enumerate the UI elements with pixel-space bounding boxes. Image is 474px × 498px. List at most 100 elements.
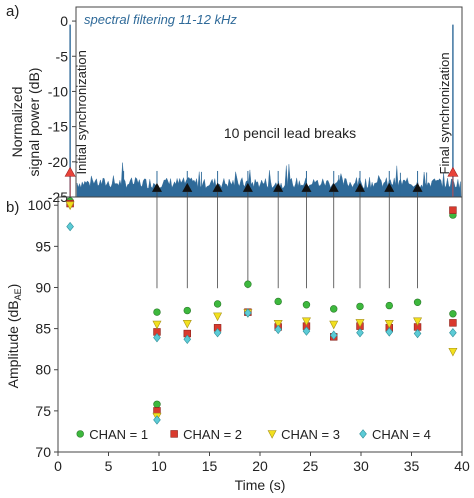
data-point [274, 297, 282, 306]
panel-b-x-tick-label: 40 [454, 458, 470, 474]
data-point [355, 319, 365, 328]
data-point [356, 302, 364, 311]
data-point [66, 221, 74, 232]
panel-a-ylabel: Normalized signal power (dB) [9, 68, 42, 177]
data-point [244, 280, 252, 288]
break-marker [212, 182, 223, 192]
panel-b-y-tick-label: 100 [28, 197, 52, 213]
spectral-filtering-annotation: spectral filtering 11-12 kHz [84, 12, 237, 27]
data-point [356, 328, 364, 338]
panel-a-frame [75, 6, 463, 198]
legend-label: CHAN = 1 [89, 427, 148, 442]
panel-b-x-tick-label: 25 [303, 458, 319, 474]
legend: CHAN = 1 CHAN = 2 CHAN = 3 CHAN = 4 [76, 427, 431, 442]
data-point [183, 334, 192, 344]
panel-b-x-tick-label: 15 [202, 458, 218, 474]
data-point [329, 330, 338, 340]
data-point [384, 319, 394, 329]
data-point [213, 300, 222, 308]
legend-marker [267, 430, 277, 439]
panel-b-ylabel: Amplitude (dBAE) [5, 284, 23, 389]
data-point [153, 332, 161, 343]
legend-marker [359, 429, 367, 439]
data-point [413, 328, 422, 339]
spectrum-area [69, 24, 462, 198]
sync-events: Initial synchronization Final synchroniza… [64, 50, 459, 177]
data-point [182, 319, 192, 329]
panel-b-ylabel-sub: AE [13, 288, 23, 300]
panel-a-y-tick-label: -10 [48, 83, 68, 99]
data-point [413, 317, 423, 327]
sync-label: Initial synchronization [74, 50, 89, 174]
data-point [152, 320, 162, 330]
panel-b-y-tick-label: 95 [35, 238, 51, 254]
panel-a-y-tick-label: -15 [48, 119, 68, 135]
data-point [301, 317, 311, 327]
break-markers [151, 182, 423, 192]
panel-b-xlabel: Time (s) [235, 477, 286, 493]
data-point [385, 301, 393, 310]
data-point [413, 298, 422, 306]
break-marker [354, 182, 365, 192]
panel-a-label: a) [6, 3, 19, 20]
panel-b-x-tick-label: 10 [151, 458, 167, 474]
panel-b-y-tick-label: 90 [35, 279, 51, 295]
sync-marker [447, 166, 459, 177]
panel-a-y-tick-label: -20 [48, 154, 68, 170]
panel-b-x-tick-label: 20 [252, 458, 268, 474]
break-marker [242, 182, 253, 192]
panel-a: a) Normalized signal power (dB) -25-20-1… [6, 3, 463, 205]
data-point [153, 308, 161, 316]
legend-marker [76, 430, 84, 438]
data-point [274, 324, 282, 335]
break-marker [182, 182, 193, 192]
break-connector-lines [69, 177, 454, 289]
panel-b-ylabel-main: Amplitude (dB [5, 300, 21, 388]
data-point [449, 319, 457, 327]
legend-label: CHAN = 3 [281, 427, 340, 442]
data-point [65, 201, 75, 211]
legend-marker [170, 430, 178, 438]
panel-b: b) Amplitude (dBAE) 70 75 80 85 90 95 100 0 5 10 1… [5, 196, 470, 493]
panel-a-y-tick-label: 0 [60, 13, 68, 29]
panel-b-x-tick-label: 30 [353, 458, 369, 474]
data-point [329, 320, 339, 330]
break-marker [151, 182, 162, 192]
panel-b-ylabel-close: ) [5, 284, 21, 289]
legend-label: CHAN = 2 [183, 427, 242, 442]
break-marker [273, 182, 284, 192]
break-marker [384, 182, 395, 192]
sync-label: Final synchronization [437, 52, 452, 174]
data-point [449, 328, 457, 338]
panel-b-y-tick-label: 85 [35, 321, 51, 337]
panel-a-y-tick-label: -5 [56, 48, 69, 64]
spectrum-noise-floor [76, 162, 462, 198]
panel-b-label: b) [6, 199, 19, 216]
break-marker [301, 182, 312, 192]
data-point [385, 327, 394, 337]
panel-b-y-tick-label: 80 [35, 362, 51, 378]
panel-b-y-tick-label: 75 [35, 403, 51, 419]
panel-a-ylabel-line1: Normalized [9, 87, 25, 158]
data-point [153, 400, 161, 408]
data-point [302, 326, 311, 336]
data-point [244, 308, 252, 318]
break-marker [328, 182, 339, 192]
data-point [448, 347, 458, 357]
data-point [302, 301, 311, 309]
break-marker [412, 182, 423, 192]
panel-b-x-tick-label: 0 [54, 458, 62, 474]
data-point [449, 206, 457, 214]
panel-b-x-tick-label: 5 [105, 458, 113, 474]
data-point [330, 305, 338, 313]
data-point [449, 310, 457, 318]
data-point [153, 415, 161, 425]
panel-b-ticks: 70 75 80 85 90 95 100 0 5 10 15 20 25 30 35 40 [28, 197, 470, 474]
data-point [213, 328, 222, 338]
panel-b-x-tick-label: 35 [404, 458, 420, 474]
panel-b-frame [57, 196, 463, 453]
legend-label: CHAN = 4 [372, 427, 431, 442]
data-point [183, 306, 191, 315]
panel-b-y-tick-label: 70 [35, 444, 51, 460]
